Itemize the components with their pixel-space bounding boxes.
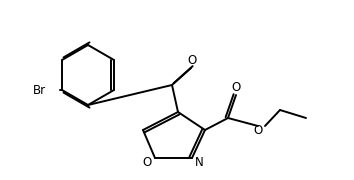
Text: N: N bbox=[195, 156, 204, 168]
Text: O: O bbox=[253, 125, 263, 138]
Text: O: O bbox=[143, 156, 152, 168]
Text: O: O bbox=[187, 53, 196, 66]
Text: O: O bbox=[232, 80, 241, 93]
Text: Br: Br bbox=[33, 84, 46, 96]
